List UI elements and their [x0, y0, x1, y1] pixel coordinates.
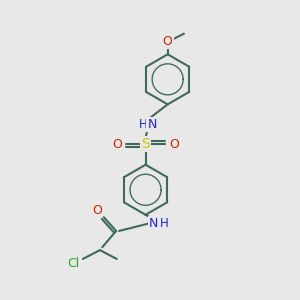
Text: H: H — [160, 217, 169, 230]
Text: H: H — [139, 118, 148, 131]
Text: O: O — [112, 138, 122, 151]
Text: N: N — [149, 217, 158, 230]
Text: O: O — [169, 138, 179, 151]
Text: O: O — [163, 35, 172, 48]
Text: N: N — [147, 118, 157, 131]
Text: S: S — [141, 137, 150, 151]
Text: Cl: Cl — [67, 256, 80, 270]
Text: O: O — [92, 204, 102, 217]
